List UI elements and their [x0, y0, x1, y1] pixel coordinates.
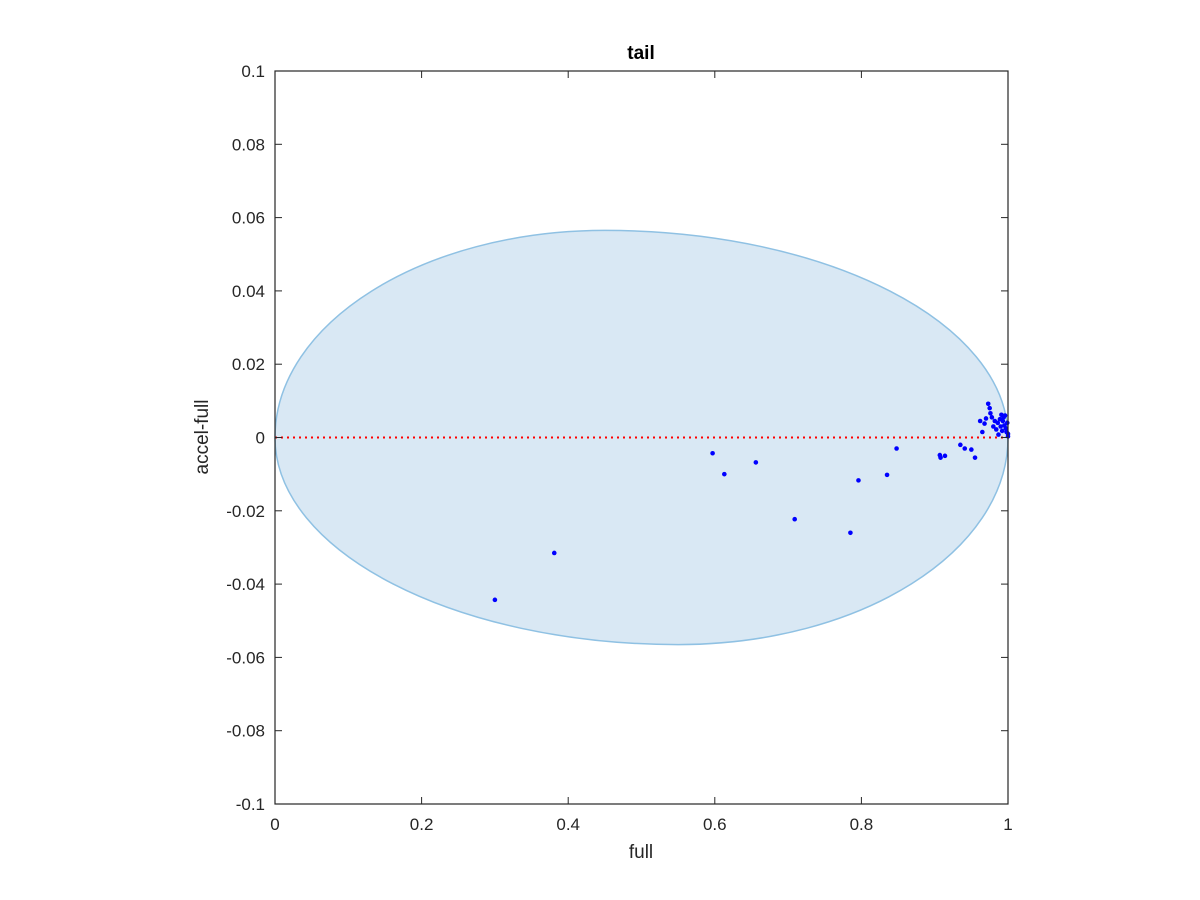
data-point	[856, 478, 861, 483]
data-point	[1002, 413, 1008, 418]
y-tick-label: 0.04	[232, 282, 265, 301]
y-tick-label: -0.06	[226, 648, 265, 667]
data-point	[848, 530, 853, 536]
data-point	[985, 401, 991, 407]
chart-title: tail	[627, 43, 654, 64]
data-point	[991, 424, 996, 429]
data-point	[551, 550, 557, 556]
data-point	[958, 442, 963, 448]
data-point	[884, 472, 890, 478]
data-point	[1000, 418, 1006, 424]
data-point	[753, 460, 759, 465]
data-point	[989, 415, 995, 420]
y-tick-label: 0	[256, 429, 265, 448]
data-point	[983, 416, 989, 421]
y-axis-label: accel-full	[192, 400, 213, 475]
x-tick-label: 0.6	[703, 815, 727, 834]
data-point	[982, 421, 987, 426]
y-tick-label: -0.08	[226, 722, 265, 741]
data-point	[894, 446, 899, 451]
data-point	[987, 405, 992, 411]
data-point	[942, 453, 948, 459]
data-point	[995, 420, 1001, 426]
data-point	[722, 471, 727, 477]
axes: 0 0.2 0.4 0.6 0.8 1 -0.1 -0.08 -0.06 -0.04 -0.02 0 0…	[226, 62, 1012, 834]
data-point	[993, 427, 999, 432]
x-tick-label: 0.2	[410, 815, 434, 834]
data-point	[996, 432, 1001, 437]
data-point	[988, 411, 993, 416]
data-point	[938, 455, 943, 460]
data-point	[969, 447, 974, 452]
data-point	[972, 455, 978, 460]
y-tick-label: 0.06	[232, 209, 265, 228]
x-tick-label: 0	[270, 815, 279, 834]
y-tick-label: 0.08	[232, 135, 265, 154]
y-tick-label: 0.02	[232, 355, 265, 374]
y-tick-label: 0.1	[241, 62, 265, 81]
plot-area	[274, 229, 1011, 646]
data-point	[980, 429, 985, 435]
data-point	[710, 450, 715, 456]
data-point	[1004, 420, 1010, 426]
y-tick-label: -0.1	[236, 795, 265, 814]
data-point	[1003, 426, 1009, 431]
data-point	[962, 446, 968, 451]
x-tick-label: 0.8	[850, 815, 874, 834]
data-point	[999, 428, 1005, 434]
y-tick-label: -0.02	[226, 502, 265, 521]
data-point	[998, 424, 1003, 429]
y-tick-label: -0.04	[226, 575, 265, 594]
x-tick-label: 0.4	[556, 815, 580, 834]
data-point	[492, 597, 498, 603]
x-tick-label: 1	[1003, 815, 1012, 834]
data-point	[977, 418, 983, 424]
x-axis-label: full	[629, 842, 653, 863]
data-point	[792, 516, 797, 522]
